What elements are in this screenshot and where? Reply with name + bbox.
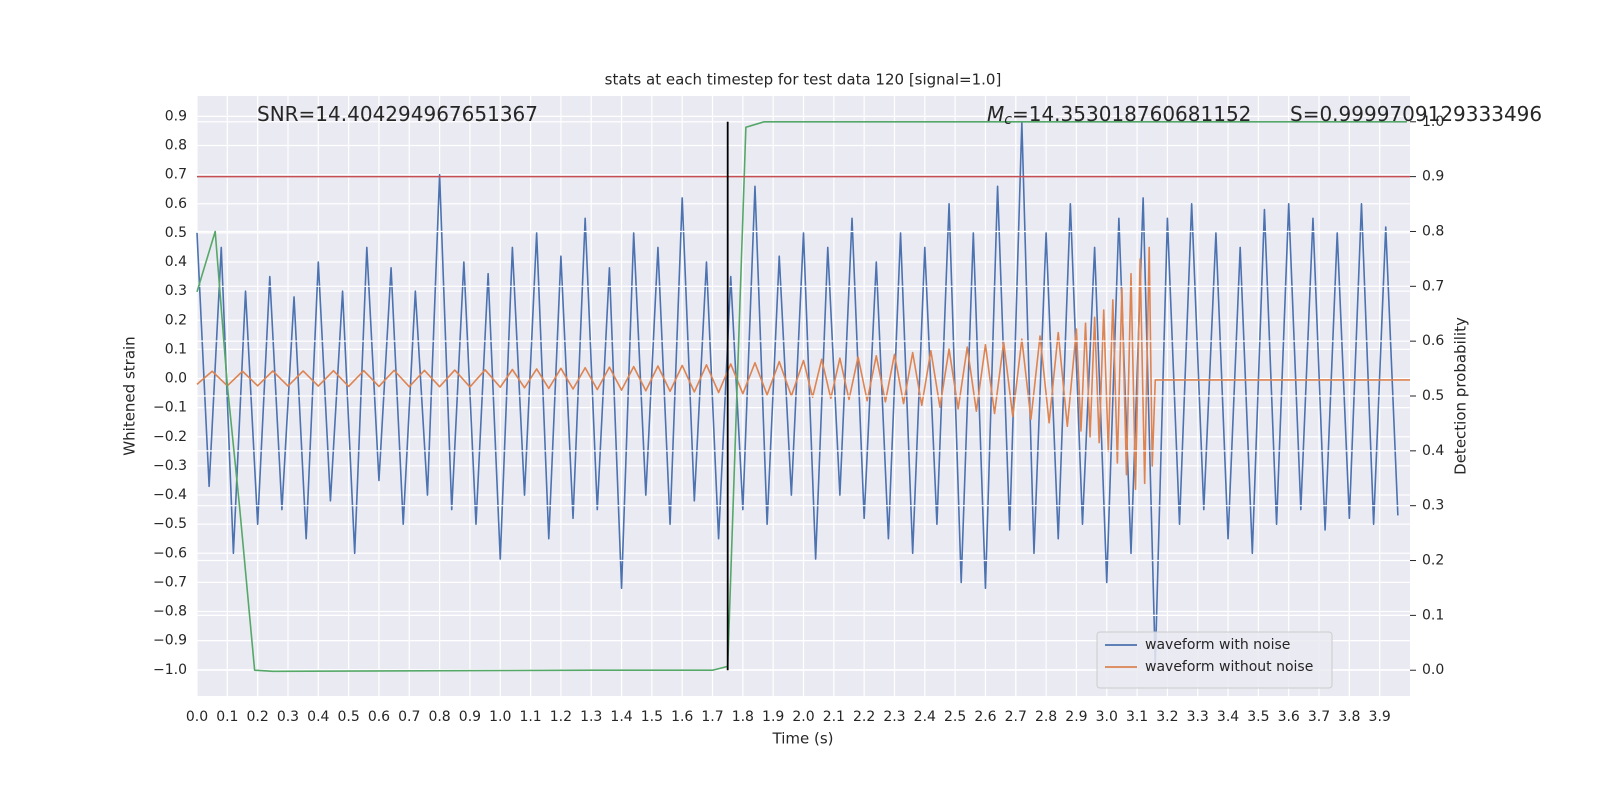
x-tick-label: 0.7 (398, 709, 420, 725)
x-tick-label: 0.6 (368, 709, 390, 725)
annotation-symbol: M (987, 102, 1004, 126)
x-tick-label: 1.9 (762, 709, 784, 725)
y-tick-label: 0.4 (165, 254, 187, 270)
y-tick-label: 0.3 (165, 283, 187, 299)
waveform-line (196, 246, 1410, 490)
x-tick-label: 2.6 (974, 709, 996, 725)
y2-tick-label: 0.0 (1422, 662, 1444, 678)
x-tick-label: 0.9 (459, 709, 481, 725)
legend-label: waveform with noise (1145, 637, 1290, 653)
annotation-text: =14.353018760681152 (1012, 102, 1251, 126)
y-tick-label: −0.5 (153, 516, 187, 532)
x-tick-label: 1.4 (610, 709, 632, 725)
x-tick-label: 3.1 (1126, 709, 1148, 725)
y-tick-label: −0.3 (153, 458, 187, 474)
y-tick-label: 0.8 (165, 138, 187, 154)
x-tick-label: 2.4 (914, 709, 936, 725)
x-tick-label: 1.8 (732, 709, 754, 725)
y-tick-label: 0.0 (165, 371, 187, 387)
y-tick-label: −0.1 (153, 400, 187, 416)
x-tick-label: 3.9 (1369, 709, 1391, 725)
y-tick-label: 0.1 (165, 341, 187, 357)
x-tick-label: 2.2 (853, 709, 875, 725)
x-tick-label: 3.6 (1278, 709, 1300, 725)
y2-tick-label: 0.1 (1422, 607, 1444, 623)
y2-tick-label: 0.3 (1422, 498, 1444, 514)
y-tick-label: −0.2 (153, 429, 187, 445)
x-tick-label: 1.2 (550, 709, 572, 725)
x-axis-label: Time (s) (772, 730, 834, 748)
y-tick-label: 0.5 (165, 225, 187, 241)
y-tick-label: −0.9 (153, 633, 187, 649)
x-tick-label: 0.0 (186, 709, 208, 725)
x-tick-label: 0.2 (247, 709, 269, 725)
x-tick-label: 1.0 (489, 709, 511, 725)
x-tick-label: 1.7 (701, 709, 723, 725)
x-tick-label: 0.8 (428, 709, 450, 725)
y-tick-label: 0.6 (165, 196, 187, 212)
x-tick-label: 3.3 (1187, 709, 1209, 725)
y2-tick-label: 0.4 (1422, 443, 1444, 459)
annotation: Mc=14.353018760681152 (987, 102, 1251, 129)
annotation: S=0.9999709129333496 (1290, 102, 1542, 126)
y2-tick-label: 0.2 (1422, 553, 1444, 569)
y-tick-label: −0.7 (153, 574, 187, 590)
legend-label: waveform without noise (1145, 659, 1313, 675)
x-tick-label: 3.4 (1217, 709, 1239, 725)
y-axis-label: Whitened strain (121, 336, 139, 455)
x-tick-label: 0.3 (277, 709, 299, 725)
legend-box (1096, 631, 1333, 689)
x-tick-label: 2.7 (1005, 709, 1027, 725)
y-tick-label: 0.7 (165, 167, 187, 183)
y2-tick-label: 0.6 (1422, 333, 1444, 349)
x-tick-label: 2.5 (944, 709, 966, 725)
y-tick-label: 0.9 (165, 108, 187, 124)
y-tick-label: −0.8 (153, 604, 187, 620)
x-tick-label: 1.6 (671, 709, 693, 725)
x-tick-label: 1.3 (580, 709, 602, 725)
y-tick-label: 0.2 (165, 312, 187, 328)
x-tick-label: 2.3 (883, 709, 905, 725)
x-tick-label: 0.5 (337, 709, 359, 725)
x-tick-label: 0.4 (307, 709, 329, 725)
x-tick-label: 2.8 (1035, 709, 1057, 725)
y-tick-label: −0.6 (153, 545, 187, 561)
x-tick-label: 3.5 (1247, 709, 1269, 725)
x-tick-label: 2.1 (823, 709, 845, 725)
x-tick-label: 0.1 (216, 709, 238, 725)
x-tick-label: 2.0 (792, 709, 814, 725)
y-tick-label: −0.4 (153, 487, 187, 503)
annotation-text: S=0.9999709129333496 (1290, 102, 1542, 126)
annotation: SNR=14.404294967651367 (257, 102, 538, 126)
y-tick-label: −1.0 (153, 662, 187, 678)
y2-tick-label: 0.5 (1422, 388, 1444, 404)
x-tick-label: 3.8 (1338, 709, 1360, 725)
y2-tick-label: 1.0 (1422, 114, 1444, 130)
chart-title: stats at each timestep for test data 120… (605, 71, 1002, 89)
x-tick-label: 1.1 (519, 709, 541, 725)
x-tick-label: 1.5 (641, 709, 663, 725)
y2-tick-label: 0.8 (1422, 223, 1444, 239)
x-tick-label: 3.0 (1096, 709, 1118, 725)
x-tick-label: 3.2 (1156, 709, 1178, 725)
y2-tick-label: 0.7 (1422, 278, 1444, 294)
annotation-subscript: c (1004, 112, 1012, 128)
probability-line (196, 120, 1407, 673)
y2-tick-label: 0.9 (1422, 169, 1444, 185)
annotation-text: SNR=14.404294967651367 (257, 102, 538, 126)
y2-axis-label: Detection probability (1452, 317, 1470, 475)
x-tick-label: 2.9 (1065, 709, 1087, 725)
x-tick-label: 3.7 (1308, 709, 1330, 725)
